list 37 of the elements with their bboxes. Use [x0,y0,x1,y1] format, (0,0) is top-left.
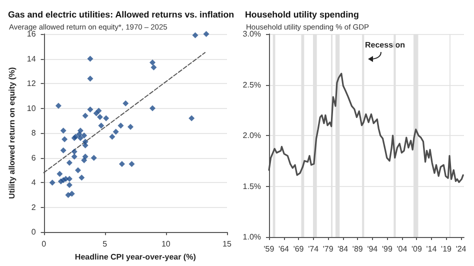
y-tick-label: 14 [26,54,36,64]
x-tick-label: 0 [42,240,47,249]
x-tick-label: '59 [264,244,275,254]
x-tick-label: '99 [382,244,393,254]
y-tick-label: 1.5% [242,182,261,191]
x-tick-label: '74 [308,244,320,254]
x-tick-label: '69 [293,244,304,254]
chart-title: Household utility spending [245,10,359,20]
y-tick-label: 2.0% [242,131,261,140]
x-tick-label: '84 [338,244,349,254]
x-tick-label: '09 [412,244,422,254]
x-tick-label: '64 [278,244,290,254]
annotation: Recession [365,40,406,50]
y-tick-label: 1.0% [242,232,261,242]
y-tick-label: 16 [26,30,36,38]
y-tick-label: 3.0% [242,30,261,38]
x-tick-label: '79 [322,244,334,254]
x-tick-label: '24 [456,244,467,254]
x-tick-label: 15 [222,240,232,249]
x-tick-label: '19 [441,244,452,254]
y-tick-label: 6 [31,153,36,162]
x-tick-label: '89 [352,244,364,254]
y-tick-label: 2 [31,202,36,212]
y-tick-label: 8 [31,128,36,138]
x-axis-title: Headline CPI year-over-year (%) [74,252,196,262]
y-tick-label: 10 [26,104,36,113]
x-tick-label: '04 [396,244,408,254]
x-tick-label: 5 [102,240,108,249]
chart-title: Gas and electric utilities: Allowed returns vs. inflation [8,10,234,20]
y-tick-label: 12 [26,79,36,88]
y-tick-label: 4 [31,178,36,188]
y-tick-label: 0 [31,228,36,237]
x-tick-label: '94 [367,244,378,254]
x-tick-label: '14 [426,244,438,254]
x-tick-label: 10 [161,240,171,249]
y-tick-label: 2.5% [242,80,261,90]
y-axis-title: Utility allowed return on equity (%) [8,66,16,199]
